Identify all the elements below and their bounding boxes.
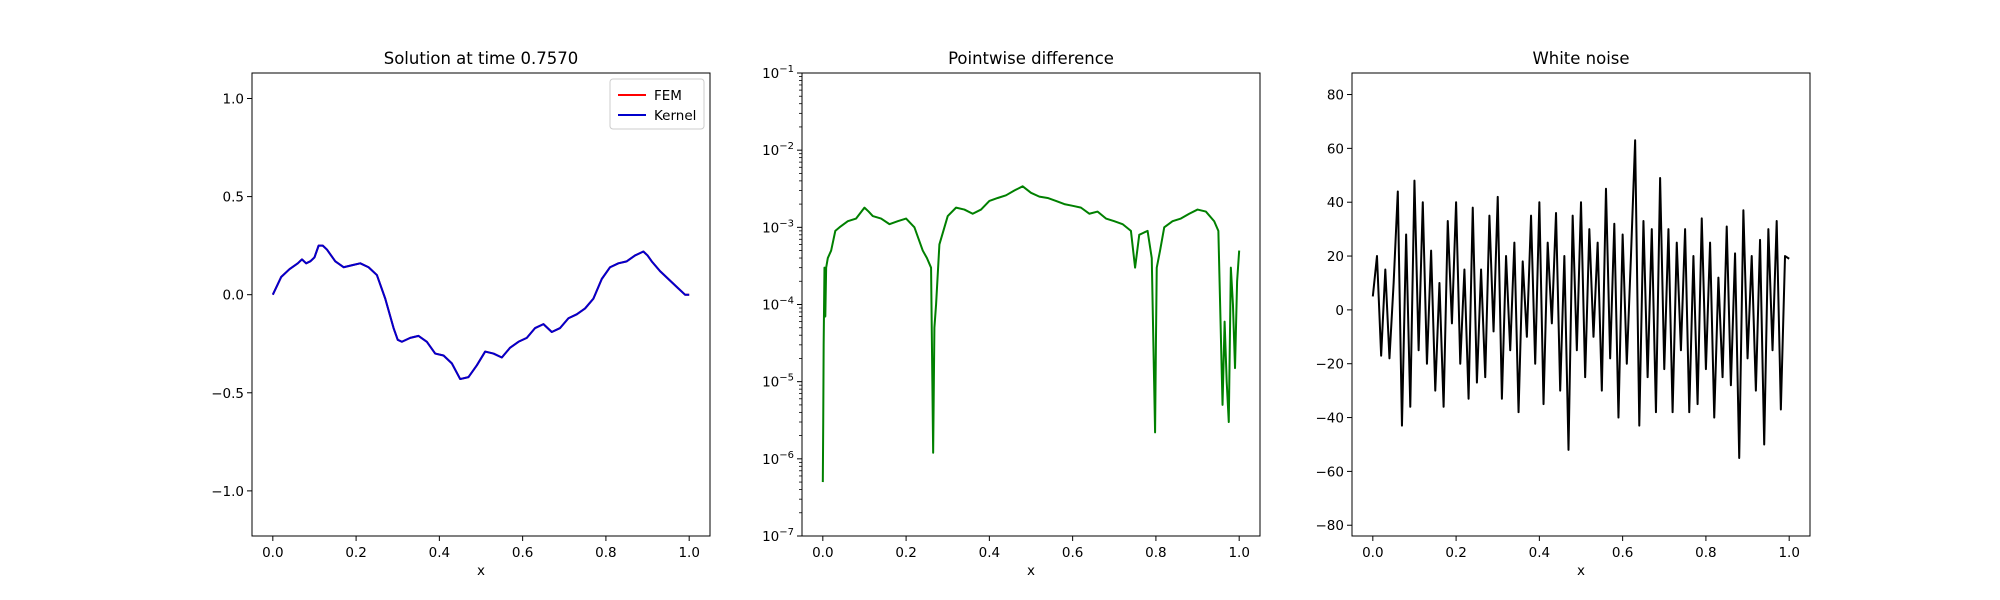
x-tick-label: 0.2 — [345, 545, 366, 561]
y-tick-label: 10−2 — [762, 141, 794, 159]
legend-box — [609, 78, 705, 130]
x-tick-label: 0.4 — [1529, 545, 1550, 561]
y-tick-label: 0.0 — [223, 288, 244, 304]
y-tick-label: 10−6 — [762, 450, 794, 468]
y-tick-label: 10−3 — [762, 218, 794, 236]
y-tick-label: −20 — [1316, 357, 1345, 373]
series-line-series-0 — [1371, 139, 1790, 459]
x-tick-label: 0.8 — [1695, 545, 1716, 561]
series-line-kernel — [271, 244, 690, 381]
y-tick-label: −0.5 — [211, 386, 244, 402]
legend-kernel-label: Kernel — [654, 108, 696, 124]
y-tick-label: −60 — [1316, 464, 1345, 480]
y-tick-label: 10−5 — [762, 373, 794, 391]
solution-plot-area: 0.0 0.2 0.4 0.6 0.8 1.0 −1.0 −0.5 0.0 0.5 1.0 — [211, 72, 711, 561]
x-tick-label: 1.0 — [678, 545, 699, 561]
noise-plot-area: 0.0 0.2 0.4 0.6 0.8 1.0 −80 −60 −40 −20 0 20 40 60 80 — [1316, 72, 1811, 561]
y-tick-label: 80 — [1327, 88, 1344, 104]
x-tick-label: 0.8 — [1145, 545, 1166, 561]
x-tick-label: 0.0 — [262, 545, 283, 561]
legend-fem-label: FEM — [654, 88, 682, 104]
solution-legend: FEM Kernel — [609, 78, 705, 130]
y-tick-label: 1.0 — [223, 92, 244, 108]
y-tick-label: 60 — [1327, 141, 1344, 157]
x-tick-label: 0.0 — [1362, 545, 1383, 561]
x-tick-label: 0.4 — [979, 545, 1000, 561]
y-tick-label: 20 — [1327, 249, 1344, 265]
noise-title: White noise — [1532, 49, 1629, 68]
solution-x-axis-label: x — [477, 563, 485, 579]
x-tick-label: 0.0 — [812, 545, 833, 561]
x-tick-label: 1.0 — [1228, 545, 1249, 561]
x-tick-label: 1.0 — [1778, 545, 1799, 561]
x-tick-label: 0.4 — [429, 545, 450, 561]
x-tick-label: 0.2 — [1445, 545, 1466, 561]
x-tick-label: 0.8 — [595, 545, 616, 561]
y-tick-label: −1.0 — [211, 484, 244, 500]
x-tick-label: 0.6 — [512, 545, 533, 561]
difference-x-axis-label: x — [1027, 563, 1035, 579]
y-tick-label: 40 — [1327, 195, 1344, 211]
x-tick-label: 0.6 — [1062, 545, 1083, 561]
axes-frame — [1351, 72, 1811, 537]
difference-plot-area: 0.0 0.2 0.4 0.6 0.8 1.0 10−7 10−6 10−5 10−4 10−3 10… — [762, 64, 1261, 561]
noise-x-axis-label: x — [1577, 563, 1585, 579]
difference-panel: Pointwise difference x 0.0 0.2 0.4 0.6 0.8 1.… — [762, 49, 1261, 579]
y-tick-label: −40 — [1316, 411, 1345, 427]
difference-title: Pointwise difference — [948, 49, 1114, 68]
noise-panel: White noise x 0.0 0.2 0.4 0.6 0.8 1.0 −80 −60 −4… — [1316, 49, 1811, 579]
y-tick-label: 10−4 — [762, 296, 794, 314]
y-tick-label: 0.5 — [223, 190, 244, 206]
y-tick-label: 0 — [1335, 303, 1344, 319]
y-tick-label: 10−1 — [762, 64, 794, 82]
y-tick-label: 10−7 — [762, 527, 794, 545]
series-line-series-0 — [821, 185, 1241, 483]
x-tick-label: 0.2 — [895, 545, 916, 561]
solution-panel: Solution at time 0.7570 x 0.0 0.2 0.4 0.6 0.… — [211, 49, 711, 579]
y-tick-label: −80 — [1316, 518, 1345, 534]
x-tick-label: 0.6 — [1612, 545, 1633, 561]
solution-title: Solution at time 0.7570 — [384, 49, 579, 68]
axes-frame — [251, 72, 711, 537]
